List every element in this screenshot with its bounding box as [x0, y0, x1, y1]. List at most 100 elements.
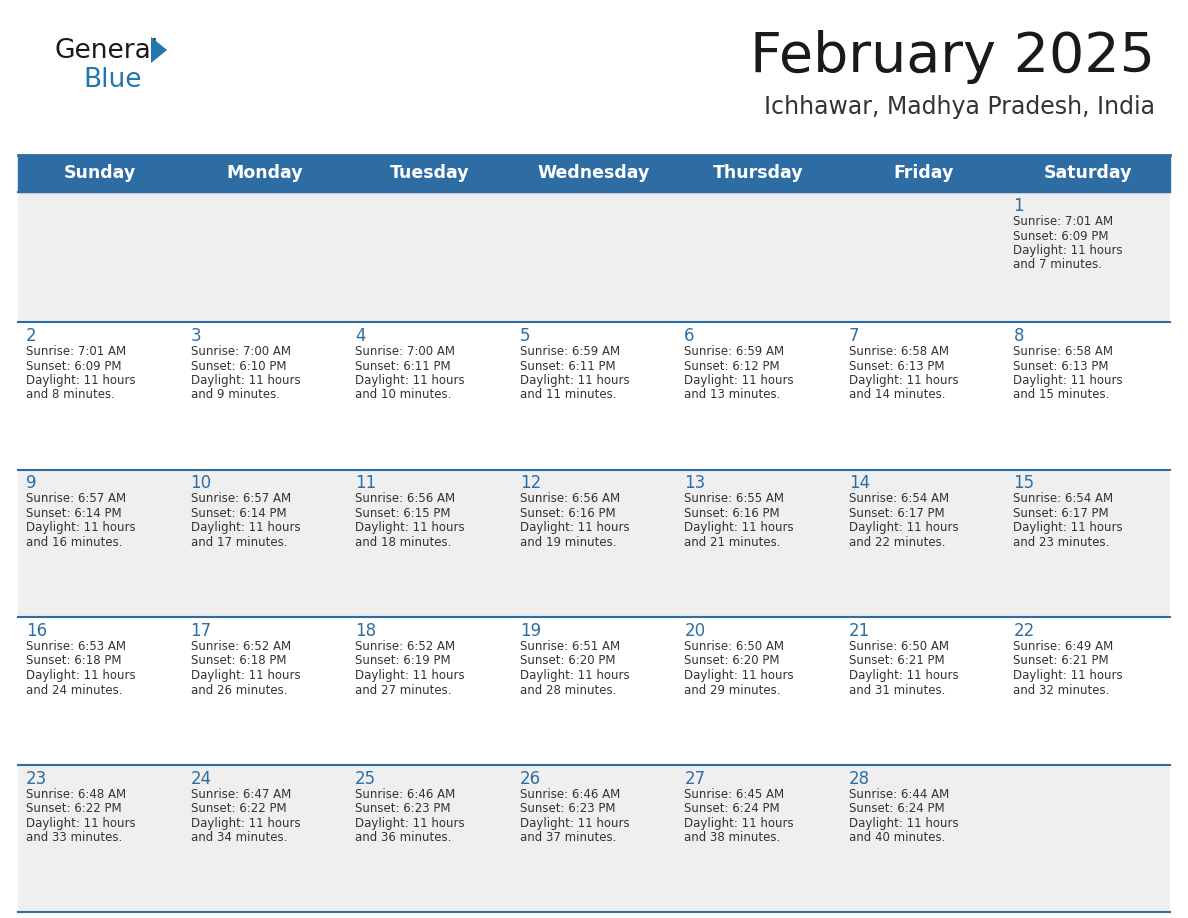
Text: 18: 18 [355, 622, 377, 640]
Text: Thursday: Thursday [713, 164, 804, 183]
Text: Monday: Monday [227, 164, 303, 183]
Text: Daylight: 11 hours: Daylight: 11 hours [849, 521, 959, 534]
Text: Sunrise: 7:00 AM: Sunrise: 7:00 AM [190, 345, 291, 358]
Text: Sunset: 6:14 PM: Sunset: 6:14 PM [190, 507, 286, 520]
Text: 7: 7 [849, 327, 859, 345]
Text: and 38 minutes.: and 38 minutes. [684, 831, 781, 844]
Text: 6: 6 [684, 327, 695, 345]
Text: Sunset: 6:12 PM: Sunset: 6:12 PM [684, 360, 779, 373]
Text: and 26 minutes.: and 26 minutes. [190, 684, 287, 697]
Text: 5: 5 [519, 327, 530, 345]
Text: Sunrise: 6:56 AM: Sunrise: 6:56 AM [519, 492, 620, 506]
Text: and 13 minutes.: and 13 minutes. [684, 388, 781, 401]
Text: and 17 minutes.: and 17 minutes. [190, 536, 287, 549]
Text: 25: 25 [355, 769, 377, 788]
Text: Sunrise: 6:52 AM: Sunrise: 6:52 AM [355, 640, 455, 653]
Text: and 22 minutes.: and 22 minutes. [849, 536, 946, 549]
Text: 21: 21 [849, 622, 870, 640]
Text: and 29 minutes.: and 29 minutes. [684, 684, 781, 697]
Text: Daylight: 11 hours: Daylight: 11 hours [26, 816, 135, 830]
Text: Sunset: 6:11 PM: Sunset: 6:11 PM [355, 360, 450, 373]
Text: Sunrise: 6:57 AM: Sunrise: 6:57 AM [190, 492, 291, 506]
Text: Tuesday: Tuesday [390, 164, 469, 183]
Text: and 33 minutes.: and 33 minutes. [26, 831, 122, 844]
Text: and 14 minutes.: and 14 minutes. [849, 388, 946, 401]
Text: Daylight: 11 hours: Daylight: 11 hours [684, 669, 794, 682]
Text: 16: 16 [26, 622, 48, 640]
Text: Sunrise: 6:47 AM: Sunrise: 6:47 AM [190, 788, 291, 800]
Text: Sunrise: 7:00 AM: Sunrise: 7:00 AM [355, 345, 455, 358]
Text: and 24 minutes.: and 24 minutes. [26, 684, 122, 697]
Text: Sunset: 6:24 PM: Sunset: 6:24 PM [849, 802, 944, 815]
Text: Sunrise: 6:50 AM: Sunrise: 6:50 AM [849, 640, 949, 653]
Text: 28: 28 [849, 769, 870, 788]
Text: Daylight: 11 hours: Daylight: 11 hours [355, 374, 465, 387]
Text: Sunrise: 6:49 AM: Sunrise: 6:49 AM [1013, 640, 1113, 653]
Text: Sunrise: 6:53 AM: Sunrise: 6:53 AM [26, 640, 126, 653]
Text: Wednesday: Wednesday [538, 164, 650, 183]
Text: 22: 22 [1013, 622, 1035, 640]
Text: and 34 minutes.: and 34 minutes. [190, 831, 287, 844]
Text: Sunset: 6:16 PM: Sunset: 6:16 PM [519, 507, 615, 520]
Text: and 36 minutes.: and 36 minutes. [355, 831, 451, 844]
Text: 27: 27 [684, 769, 706, 788]
Text: Daylight: 11 hours: Daylight: 11 hours [849, 374, 959, 387]
Text: Friday: Friday [893, 164, 953, 183]
Text: 11: 11 [355, 475, 377, 492]
Text: Blue: Blue [83, 67, 141, 93]
Text: Sunset: 6:22 PM: Sunset: 6:22 PM [26, 802, 121, 815]
Text: and 40 minutes.: and 40 minutes. [849, 831, 946, 844]
Text: Daylight: 11 hours: Daylight: 11 hours [1013, 669, 1123, 682]
Text: Sunrise: 6:59 AM: Sunrise: 6:59 AM [684, 345, 784, 358]
Text: 15: 15 [1013, 475, 1035, 492]
Text: and 11 minutes.: and 11 minutes. [519, 388, 617, 401]
Text: and 31 minutes.: and 31 minutes. [849, 684, 946, 697]
Text: Sunrise: 6:54 AM: Sunrise: 6:54 AM [849, 492, 949, 506]
Text: Sunset: 6:10 PM: Sunset: 6:10 PM [190, 360, 286, 373]
Text: Sunset: 6:20 PM: Sunset: 6:20 PM [684, 655, 779, 667]
Text: and 27 minutes.: and 27 minutes. [355, 684, 451, 697]
Text: and 28 minutes.: and 28 minutes. [519, 684, 617, 697]
Text: Daylight: 11 hours: Daylight: 11 hours [355, 521, 465, 534]
Text: Saturday: Saturday [1043, 164, 1132, 183]
Text: Sunrise: 6:54 AM: Sunrise: 6:54 AM [1013, 492, 1113, 506]
Text: and 21 minutes.: and 21 minutes. [684, 536, 781, 549]
Text: and 18 minutes.: and 18 minutes. [355, 536, 451, 549]
Text: 17: 17 [190, 622, 211, 640]
Text: Sunset: 6:21 PM: Sunset: 6:21 PM [1013, 655, 1110, 667]
Text: Daylight: 11 hours: Daylight: 11 hours [849, 816, 959, 830]
Text: and 32 minutes.: and 32 minutes. [1013, 684, 1110, 697]
Text: Sunrise: 6:58 AM: Sunrise: 6:58 AM [849, 345, 949, 358]
Text: Daylight: 11 hours: Daylight: 11 hours [684, 521, 794, 534]
Text: Sunday: Sunday [64, 164, 137, 183]
Text: Sunset: 6:24 PM: Sunset: 6:24 PM [684, 802, 779, 815]
Text: and 23 minutes.: and 23 minutes. [1013, 536, 1110, 549]
Text: Sunset: 6:14 PM: Sunset: 6:14 PM [26, 507, 121, 520]
Text: Sunrise: 7:01 AM: Sunrise: 7:01 AM [1013, 215, 1113, 228]
Text: 23: 23 [26, 769, 48, 788]
Text: Sunset: 6:23 PM: Sunset: 6:23 PM [355, 802, 450, 815]
Text: Daylight: 11 hours: Daylight: 11 hours [1013, 521, 1123, 534]
Text: and 16 minutes.: and 16 minutes. [26, 536, 122, 549]
Text: February 2025: February 2025 [750, 30, 1155, 84]
Text: Ichhawar, Madhya Pradesh, India: Ichhawar, Madhya Pradesh, India [764, 95, 1155, 119]
Text: 3: 3 [190, 327, 201, 345]
Text: Sunset: 6:22 PM: Sunset: 6:22 PM [190, 802, 286, 815]
Text: Sunset: 6:20 PM: Sunset: 6:20 PM [519, 655, 615, 667]
Text: General: General [55, 38, 159, 64]
Text: Sunset: 6:09 PM: Sunset: 6:09 PM [1013, 230, 1108, 242]
Text: 13: 13 [684, 475, 706, 492]
Text: and 10 minutes.: and 10 minutes. [355, 388, 451, 401]
Text: Sunrise: 6:48 AM: Sunrise: 6:48 AM [26, 788, 126, 800]
Text: Sunset: 6:09 PM: Sunset: 6:09 PM [26, 360, 121, 373]
Text: Daylight: 11 hours: Daylight: 11 hours [26, 669, 135, 682]
Bar [18, 322, 1170, 469]
Text: Daylight: 11 hours: Daylight: 11 hours [355, 669, 465, 682]
Text: and 9 minutes.: and 9 minutes. [190, 388, 279, 401]
Text: Daylight: 11 hours: Daylight: 11 hours [1013, 374, 1123, 387]
Text: Sunset: 6:19 PM: Sunset: 6:19 PM [355, 655, 450, 667]
Polygon shape [151, 37, 168, 63]
Text: Sunrise: 6:44 AM: Sunrise: 6:44 AM [849, 788, 949, 800]
Text: Sunrise: 6:56 AM: Sunrise: 6:56 AM [355, 492, 455, 506]
Text: Sunrise: 6:50 AM: Sunrise: 6:50 AM [684, 640, 784, 653]
